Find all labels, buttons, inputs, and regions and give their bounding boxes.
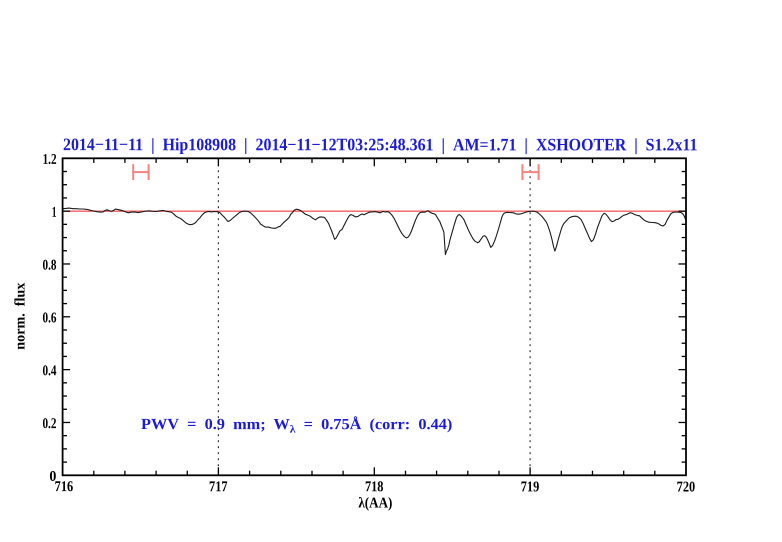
svg-text:1: 1 <box>52 205 57 221</box>
svg-text:0.4: 0.4 <box>42 363 56 379</box>
svg-text:718: 718 <box>365 479 384 495</box>
svg-text:0.2: 0.2 <box>42 416 56 432</box>
svg-text:norm. flux: norm. flux <box>13 282 29 350</box>
svg-text:0.8: 0.8 <box>43 258 57 274</box>
svg-text:2014−11−11 | Hip108908 | 2: 2014−11−11 | Hip108908 | 2014−11−12T03:2… <box>63 134 698 154</box>
svg-text:PWV = 0.9 mm; Wλ = 0.75Å: PWV = 0.9 mm; Wλ = 0.75Å (corr: 0.44) <box>141 416 452 436</box>
svg-text:716: 716 <box>55 479 74 495</box>
svg-text:717: 717 <box>209 479 228 495</box>
svg-text:λ(AA): λ(AA) <box>358 495 392 511</box>
svg-text:720: 720 <box>677 479 696 495</box>
svg-text:0.6: 0.6 <box>42 310 56 326</box>
svg-text:1.2: 1.2 <box>43 152 57 168</box>
svg-text:719: 719 <box>521 479 540 495</box>
svg-text:0: 0 <box>49 469 56 485</box>
